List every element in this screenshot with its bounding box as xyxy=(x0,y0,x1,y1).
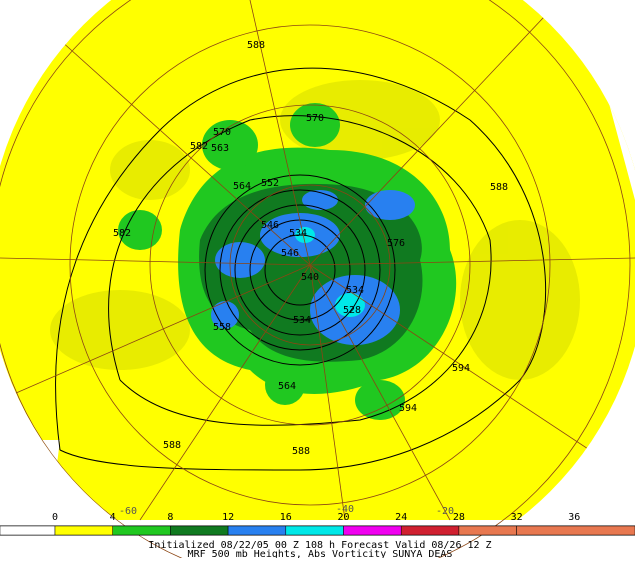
contour-label: 528 xyxy=(343,305,361,316)
colorbar-segment xyxy=(54,525,113,536)
colorbar-label: 32 xyxy=(511,512,523,523)
contour-label: 552 xyxy=(261,178,279,189)
colorbar-segment xyxy=(170,525,229,536)
longitude-label: -20 xyxy=(436,506,454,517)
colorbar-segment xyxy=(343,525,402,536)
contour-label: 570 xyxy=(306,113,324,124)
contour-label: 564 xyxy=(278,381,296,392)
contour-label: 582 xyxy=(190,141,208,152)
colorbar-label: 28 xyxy=(453,512,465,523)
contour-label: 594 xyxy=(452,363,470,374)
footer-line: Initialized 08/22/05 00 Z 108 h Forecast… xyxy=(148,540,491,551)
contour-label: 534 xyxy=(346,285,364,296)
contour-label: 563 xyxy=(211,143,229,154)
contour-label: 588 xyxy=(292,446,310,457)
contour-label: 588 xyxy=(163,440,181,451)
contour-label: 588 xyxy=(247,40,265,51)
contour-label: 588 xyxy=(490,182,508,193)
colorbar-segment xyxy=(400,525,460,536)
colorbar-label: 8 xyxy=(167,512,173,523)
colorbar-label: 24 xyxy=(395,512,407,523)
contour-label: 564 xyxy=(233,181,251,192)
colorbar-segment xyxy=(112,525,171,536)
colorbar-segment xyxy=(0,525,56,536)
contour-label: 594 xyxy=(399,403,417,414)
longitude-label: -60 xyxy=(119,506,137,517)
contour-label: 534 xyxy=(293,315,311,326)
colorbar-label: 0 xyxy=(52,512,58,523)
colorbar-segment xyxy=(458,525,517,536)
colorbar-label: 16 xyxy=(280,512,292,523)
contour-label: 546 xyxy=(281,248,299,259)
contour-label: 558 xyxy=(213,322,231,333)
colorbar-segment xyxy=(285,525,344,536)
contour-label: 546 xyxy=(261,220,279,231)
colorbar-label: 12 xyxy=(222,512,234,523)
contour-label: 576 xyxy=(387,238,405,249)
contour-label: 534 xyxy=(289,228,307,239)
longitude-label: -40 xyxy=(336,504,354,515)
colorbar-segment xyxy=(516,525,635,536)
colorbar-label: 4 xyxy=(110,512,116,523)
contour-label: 582 xyxy=(113,228,131,239)
footer-line: MRF 500 mb Heights, Abs Vorticity SUNYA … xyxy=(188,549,453,558)
contour-label: 540 xyxy=(301,272,319,283)
contour-label: 570 xyxy=(213,127,231,138)
colorbar-label: 36 xyxy=(568,512,580,523)
colorbar-label: 20 xyxy=(337,512,349,523)
colorbar-segment xyxy=(227,525,287,536)
